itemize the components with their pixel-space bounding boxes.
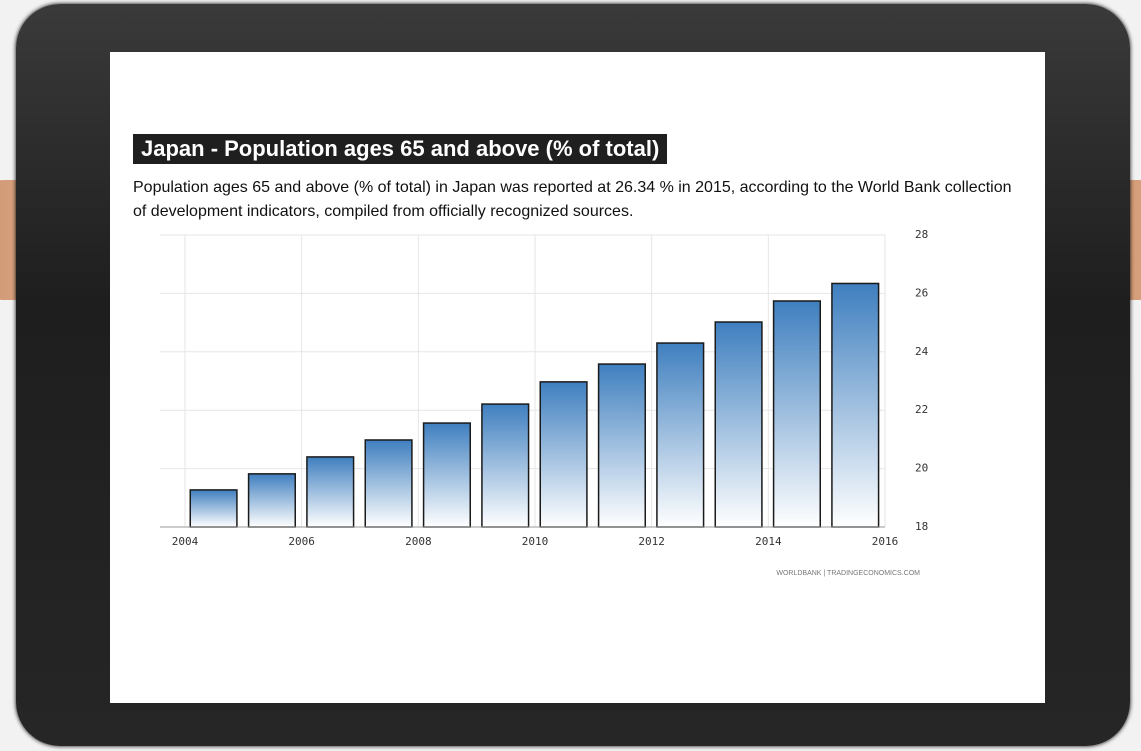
x-tick-label: 2010 xyxy=(522,535,549,548)
x-tick-label: 2004 xyxy=(172,535,199,548)
source: WORLDBANK | TRADINGECONOMICS.COM xyxy=(776,570,920,577)
bar xyxy=(247,473,296,528)
y-tick-label: 22 xyxy=(915,403,928,416)
chart-title: Japan - Population ages 65 and above (% … xyxy=(133,134,668,164)
x-tick-label: 2016 xyxy=(872,535,899,548)
bar xyxy=(772,300,821,528)
bar xyxy=(364,439,413,528)
x-tick-label: 2012 xyxy=(638,535,665,548)
bar xyxy=(306,456,355,528)
bar xyxy=(189,489,238,528)
x-tick-label: 2008 xyxy=(405,535,432,548)
bar xyxy=(422,422,472,528)
bar xyxy=(539,381,588,528)
y-tick-label: 26 xyxy=(915,286,928,299)
bar xyxy=(714,321,763,528)
x-tick-label: 2014 xyxy=(755,535,782,548)
y-tick-label: 20 xyxy=(915,462,928,475)
y-tick-label: 24 xyxy=(915,345,929,358)
bar xyxy=(831,282,880,528)
y-tick-label: 28 xyxy=(915,228,928,241)
bar xyxy=(597,363,646,528)
y-tick-label: 18 xyxy=(915,520,928,533)
bar xyxy=(656,342,705,528)
x-tick-label: 2006 xyxy=(288,535,315,548)
bar xyxy=(481,403,530,528)
description: Population ages 65 and above (% of total… xyxy=(133,179,1012,220)
